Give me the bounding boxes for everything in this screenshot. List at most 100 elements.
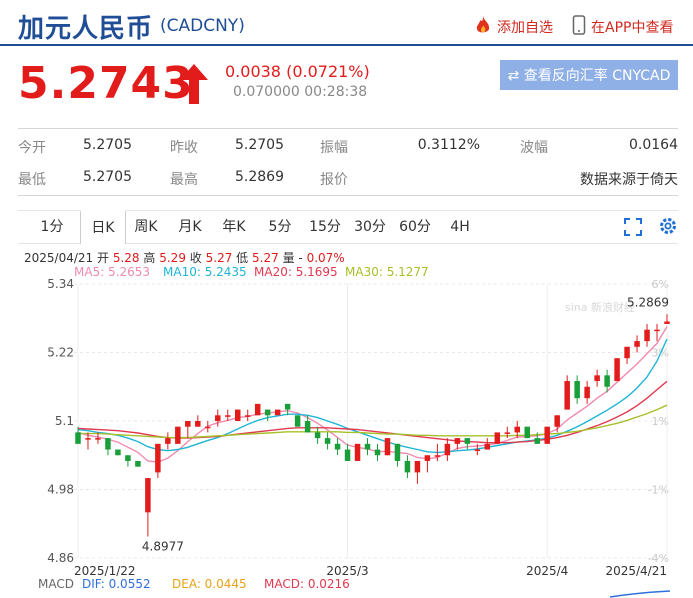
candlestick-chart: 5.345.225.14.984.866%3%1%-1%-4%sina 新浪财经…: [47, 278, 670, 576]
candle-body: [75, 432, 81, 444]
ma20-legend: MA20: 5.1695: [254, 265, 338, 279]
pct-tick-label: -4%: [648, 552, 669, 565]
candle-body: [504, 432, 511, 434]
candle-body: [185, 421, 191, 427]
stat-value: 5.2705: [83, 169, 132, 185]
stat-label: 振幅: [320, 140, 348, 156]
x-tick-label: 2025/4/21: [605, 564, 667, 576]
candle-body: [95, 438, 101, 440]
candle-body: [494, 432, 501, 444]
candle-body: [165, 438, 171, 444]
candle-body: [254, 403, 261, 416]
candle-body: [564, 381, 570, 410]
y-tick-label: 4.86: [47, 551, 74, 565]
candle-body: [594, 375, 600, 382]
current-price: 5.2743: [18, 58, 194, 109]
settings-icon[interactable]: [658, 216, 678, 240]
candle-body: [264, 409, 271, 416]
stat-label: 最低: [18, 172, 46, 188]
candle-body: [135, 460, 141, 467]
candle-body: [654, 329, 660, 332]
candle-body: [364, 443, 371, 450]
stat-label: 今开: [18, 140, 46, 156]
candle-body: [344, 449, 351, 461]
fire-icon: [474, 15, 492, 39]
tab-1min[interactable]: 1分: [40, 219, 64, 235]
y-tick-label: 5.22: [47, 346, 74, 360]
tab-5min[interactable]: 5分: [268, 219, 292, 235]
pct-tick-label: 6%: [652, 278, 669, 291]
candle-body: [574, 381, 580, 399]
price-change: 0.0038 (0.0721%): [225, 62, 370, 81]
candle-body: [374, 449, 381, 456]
macd-label: MACD: [38, 577, 74, 591]
x-tick-label: 2025/3: [326, 564, 368, 576]
tab-60min[interactable]: 60分: [399, 219, 431, 235]
info-open: 5.28: [112, 251, 140, 265]
candle-body: [284, 403, 291, 410]
up-arrow-icon: [178, 62, 210, 110]
info-high: 5.29: [159, 251, 186, 265]
reverse-rate-button[interactable]: ⇄ 查看反向汇率 CNYCAD: [500, 60, 678, 90]
tab-4h[interactable]: 4H: [450, 219, 470, 235]
candle-body: [354, 443, 361, 461]
currency-code: (CADCNY): [160, 16, 245, 36]
candle-body: [414, 460, 421, 473]
tab-daily[interactable]: 日K: [80, 210, 126, 244]
candle-body: [404, 460, 411, 473]
candle-body: [484, 443, 491, 450]
price-annotation: 5.2869: [627, 295, 669, 309]
candle-body: [125, 455, 131, 461]
open-app-label: 在APP中查看: [591, 20, 674, 36]
candle-body: [604, 375, 610, 387]
add-watchlist-label: 添加自选: [497, 20, 553, 36]
stats-panel: 今开 5.2705 昨收 5.2705 振幅 0.3112% 波幅 0.0164…: [18, 128, 678, 196]
tab-yearly[interactable]: 年K: [222, 219, 246, 235]
candle-body: [644, 329, 650, 342]
x-tick-label: 2025/1/22: [74, 564, 136, 576]
stat-value: 5.2705: [83, 137, 132, 153]
info-date: 2025/04/21: [24, 251, 94, 265]
open-app-button[interactable]: 在APP中查看: [572, 15, 673, 39]
info-close: 5.27: [205, 251, 233, 265]
candle-body: [434, 455, 441, 457]
candle-body: [634, 341, 640, 347]
info-low-label: 低: [236, 251, 249, 265]
candle-body: [234, 409, 241, 421]
page-title: 加元人民币: [18, 14, 154, 44]
tab-monthly[interactable]: 月K: [178, 219, 202, 235]
add-watchlist-button[interactable]: 添加自选: [474, 15, 553, 39]
info-pct: 0.07%: [306, 251, 345, 265]
candle-body: [175, 426, 181, 444]
x-tick-label: 2025/4: [526, 564, 568, 576]
candle-body: [105, 438, 111, 450]
stat-label: 昨收: [170, 140, 198, 156]
macd-line: [610, 590, 670, 598]
candle-body: [314, 432, 321, 439]
candle-body: [424, 455, 431, 461]
y-tick-label: 4.98: [47, 483, 74, 497]
candle-body: [444, 443, 451, 456]
ma5-legend: MA5: 5.2653: [74, 265, 151, 279]
y-tick-label: 5.34: [47, 278, 74, 291]
tab-30min[interactable]: 30分: [354, 219, 386, 235]
candle-body: [454, 438, 461, 444]
candle-body: [584, 386, 590, 399]
candle-body: [145, 478, 151, 513]
ma-line-ma10: [77, 338, 668, 454]
quote-time: 0.070000 00:28:38: [233, 84, 368, 100]
candle-body: [514, 426, 520, 433]
candle-body: [244, 415, 251, 417]
info-vol-label: 量: [282, 251, 295, 265]
tab-weekly[interactable]: 周K: [134, 219, 158, 235]
candle-body: [464, 438, 471, 444]
candle-body: [394, 443, 401, 461]
candle-body: [624, 346, 630, 359]
pct-tick-label: 1%: [652, 415, 669, 428]
stat-value: 5.2869: [235, 169, 284, 185]
fullscreen-icon[interactable]: [624, 218, 642, 240]
candle-body: [664, 321, 670, 324]
phone-icon: [572, 15, 586, 39]
price-annotation: 4.8977: [142, 539, 184, 553]
tab-15min[interactable]: 15分: [309, 219, 341, 235]
